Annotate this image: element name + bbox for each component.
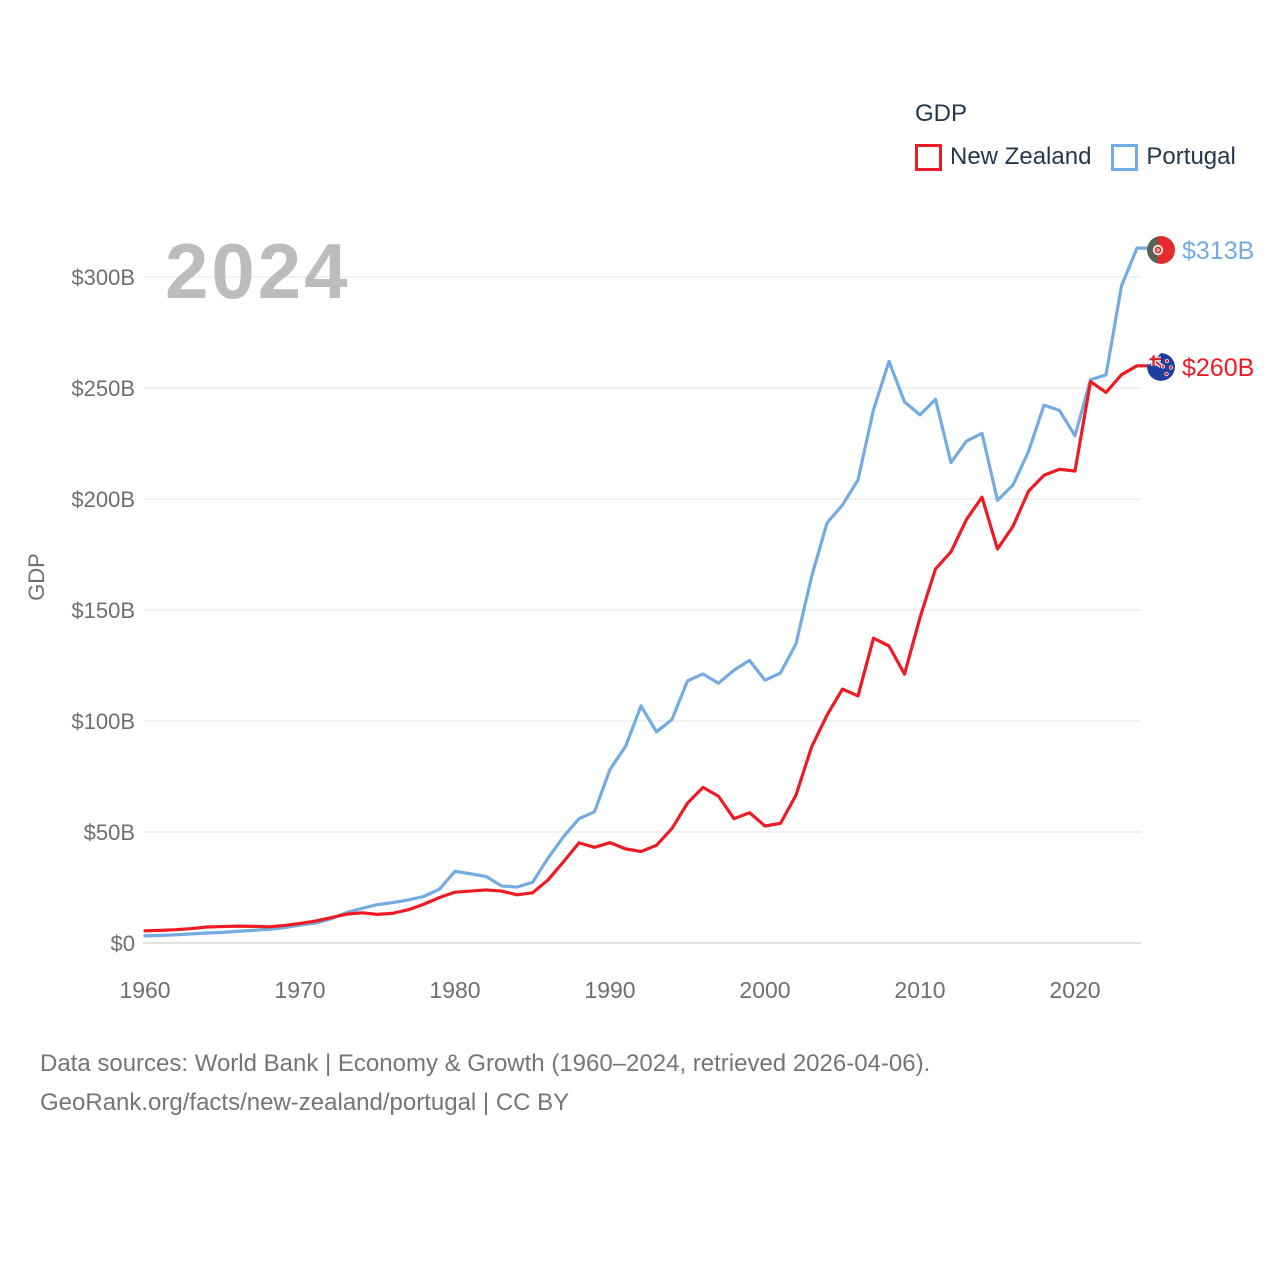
legend-item-portugal[interactable]: Portugal xyxy=(1111,143,1236,171)
y-axis-tick-label: $50B xyxy=(84,820,135,845)
series-line-portugal xyxy=(143,246,1152,938)
legend-item-label: New Zealand xyxy=(950,143,1092,170)
x-axis-tick-label: 1980 xyxy=(429,977,480,1003)
series-line-new-zealand xyxy=(143,364,1152,933)
y-axis-tick-label: $150B xyxy=(71,598,135,623)
legend-row: New Zealand Portugal xyxy=(915,143,1236,171)
watermark-year: 2024 xyxy=(165,227,351,315)
y-axis-title: GDP xyxy=(24,553,49,601)
x-axis-tick-label: 2020 xyxy=(1049,977,1100,1003)
chart-legend: GDP New Zealand Portugal xyxy=(915,100,1236,171)
portugal-series-swatch xyxy=(1111,143,1139,171)
y-axis-tick-label: $100B xyxy=(71,709,135,734)
x-axis-tick-label: 1990 xyxy=(584,977,635,1003)
portugal-flag-icon xyxy=(1147,236,1175,264)
x-axis-tick-label: 1970 xyxy=(274,977,325,1003)
new-zealand-series-swatch xyxy=(915,143,942,171)
data-sources-line: Data sources: World Bank | Economy & Gro… xyxy=(40,1050,931,1077)
x-axis-tick-label: 2010 xyxy=(894,977,945,1003)
x-axis-tick-label: 2000 xyxy=(739,977,790,1003)
attribution-line: GeoRank.org/facts/new-zealand/portugal |… xyxy=(40,1089,570,1116)
new-zealand-flag-icon xyxy=(1147,353,1175,381)
new-zealand-end-value-label: $260B xyxy=(1182,354,1255,382)
legend-title: GDP xyxy=(915,100,968,127)
portugal-end-value-label: $313B xyxy=(1182,237,1255,265)
legend-item-new-zealand[interactable]: New Zealand xyxy=(915,143,1091,171)
y-axis-tick-label: $300B xyxy=(71,265,135,290)
y-axis-tick-label: $0 xyxy=(111,931,135,956)
y-axis-tick-label: $250B xyxy=(71,376,135,401)
source-citation: Data sources: World Bank | Economy & Gro… xyxy=(40,1044,930,1122)
legend-item-label: Portugal xyxy=(1146,143,1236,170)
x-axis-tick-label: 1960 xyxy=(119,977,170,1003)
y-axis-tick-label: $200B xyxy=(71,487,135,512)
